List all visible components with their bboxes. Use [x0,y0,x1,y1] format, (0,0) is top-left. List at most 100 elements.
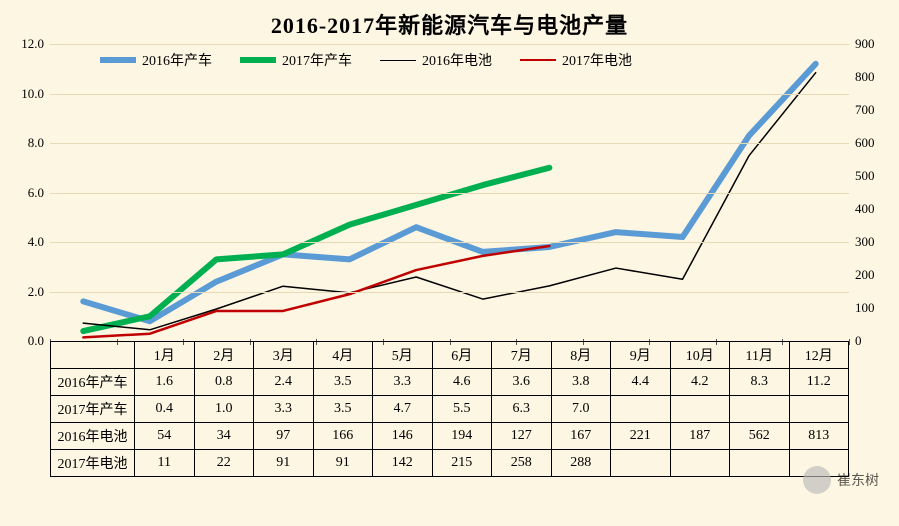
chart-container: 2016-2017年新能源汽车与电池产量 2016年产车2017年产车2016年… [0,0,899,526]
table-row-head: 2016年电池 [51,423,135,450]
table-cell: 4.7 [373,396,433,423]
table-cell: 0.8 [194,369,254,396]
y-left-tick-label: 6.0 [28,185,44,201]
table-cell [670,396,730,423]
table-cell: 8.3 [730,369,790,396]
y-right-tick-label: 800 [855,69,875,85]
y-right-tick-label: 300 [855,234,875,250]
legend-label: 2017年产车 [282,50,352,70]
legend-swatch [380,60,416,61]
table-cell: 4.4 [611,369,671,396]
table-cell [611,450,671,477]
legend-label: 2016年产车 [142,50,212,70]
legend-item-bat2017: 2017年电池 [520,50,632,70]
table-cell: 2.4 [254,369,314,396]
table-cell: 91 [254,450,314,477]
table-cell: 91 [313,450,373,477]
gridline [50,292,849,293]
table-row-head: 2016年产车 [51,369,135,396]
table-cell: 258 [492,450,552,477]
table-corner [51,342,135,369]
y-left-tick-label: 8.0 [28,135,44,151]
table-cell: 22 [194,450,254,477]
table-cell: 146 [373,423,433,450]
table-col-head: 11月 [730,342,790,369]
y-right-tick-label: 100 [855,300,875,316]
table-cell: 194 [432,423,492,450]
table-cell: 127 [492,423,552,450]
table-row-head: 2017年电池 [51,450,135,477]
table-cell: 7.0 [551,396,611,423]
table-cell: 167 [551,423,611,450]
table-col-head: 12月 [789,342,849,369]
table-cell: 1.0 [194,396,254,423]
table-cell: 288 [551,450,611,477]
table-cell: 4.6 [432,369,492,396]
table-col-head: 8月 [551,342,611,369]
table-cell [730,396,790,423]
table-cell: 142 [373,450,433,477]
table-cell: 562 [730,423,790,450]
table-col-head: 1月 [135,342,195,369]
legend-item-car2017: 2017年产车 [240,50,352,70]
legend-swatch [240,57,276,63]
legend-item-bat2016: 2016年电池 [380,50,492,70]
table-cell: 813 [789,423,849,450]
y-right-tick-label: 0 [855,333,862,349]
watermark: 崔东树 [803,466,879,494]
y-right-tick-label: 400 [855,201,875,217]
table-col-head: 6月 [432,342,492,369]
table-cell: 187 [670,423,730,450]
y-left-tick-label: 12.0 [21,36,44,52]
y-right-tick-label: 600 [855,135,875,151]
table-cell: 3.5 [313,396,373,423]
table-cell: 3.5 [313,369,373,396]
table-cell [789,396,849,423]
table-row-head: 2017年产车 [51,396,135,423]
table-header-row: 1月2月3月4月5月6月7月8月9月10月11月12月 [51,342,849,369]
gridline [50,94,849,95]
table-cell [611,396,671,423]
y-right-tick-label: 900 [855,36,875,52]
table-row: 2017年产车0.41.03.33.54.75.56.37.0 [51,396,849,423]
y-left-tick-label: 4.0 [28,234,44,250]
y-right-tick-label: 500 [855,168,875,184]
x-tick [849,339,850,345]
table-cell: 6.3 [492,396,552,423]
table-col-head: 2月 [194,342,254,369]
table-cell: 1.6 [135,369,195,396]
watermark-text: 崔东树 [837,470,879,490]
gridline [50,143,849,144]
table-row: 2016年电池543497166146194127167221187562813 [51,423,849,450]
table-cell: 11.2 [789,369,849,396]
table-cell: 0.4 [135,396,195,423]
table-cell: 166 [313,423,373,450]
y-right-tick-label: 700 [855,102,875,118]
plot-area: 2016年产车2017年产车2016年电池2017年电池 0.02.04.06.… [50,44,849,341]
table-cell: 54 [135,423,195,450]
table-cell: 3.3 [373,369,433,396]
table-cell: 34 [194,423,254,450]
table-col-head: 10月 [670,342,730,369]
table-cell: 5.5 [432,396,492,423]
table-col-head: 5月 [373,342,433,369]
y-left-tick-label: 10.0 [21,86,44,102]
table-cell: 3.8 [551,369,611,396]
table-cell [670,450,730,477]
legend: 2016年产车 2017年产车 2016年电池 2017年电池 [100,50,799,70]
legend-item-car2016: 2016年产车 [100,50,212,70]
chart-title: 2016-2017年新能源汽车与电池产量 [0,0,899,40]
y-right-tick-label: 200 [855,267,875,283]
y-left-tick-label: 2.0 [28,284,44,300]
avatar-icon [803,466,831,494]
table-col-head: 9月 [611,342,671,369]
gridline [50,193,849,194]
legend-swatch [520,59,556,61]
y-left-tick-label: 0.0 [28,333,44,349]
legend-label: 2016年电池 [422,50,492,70]
table-cell: 215 [432,450,492,477]
table-col-head: 3月 [254,342,314,369]
table-cell [730,450,790,477]
table-col-head: 4月 [313,342,373,369]
gridline [50,44,849,45]
